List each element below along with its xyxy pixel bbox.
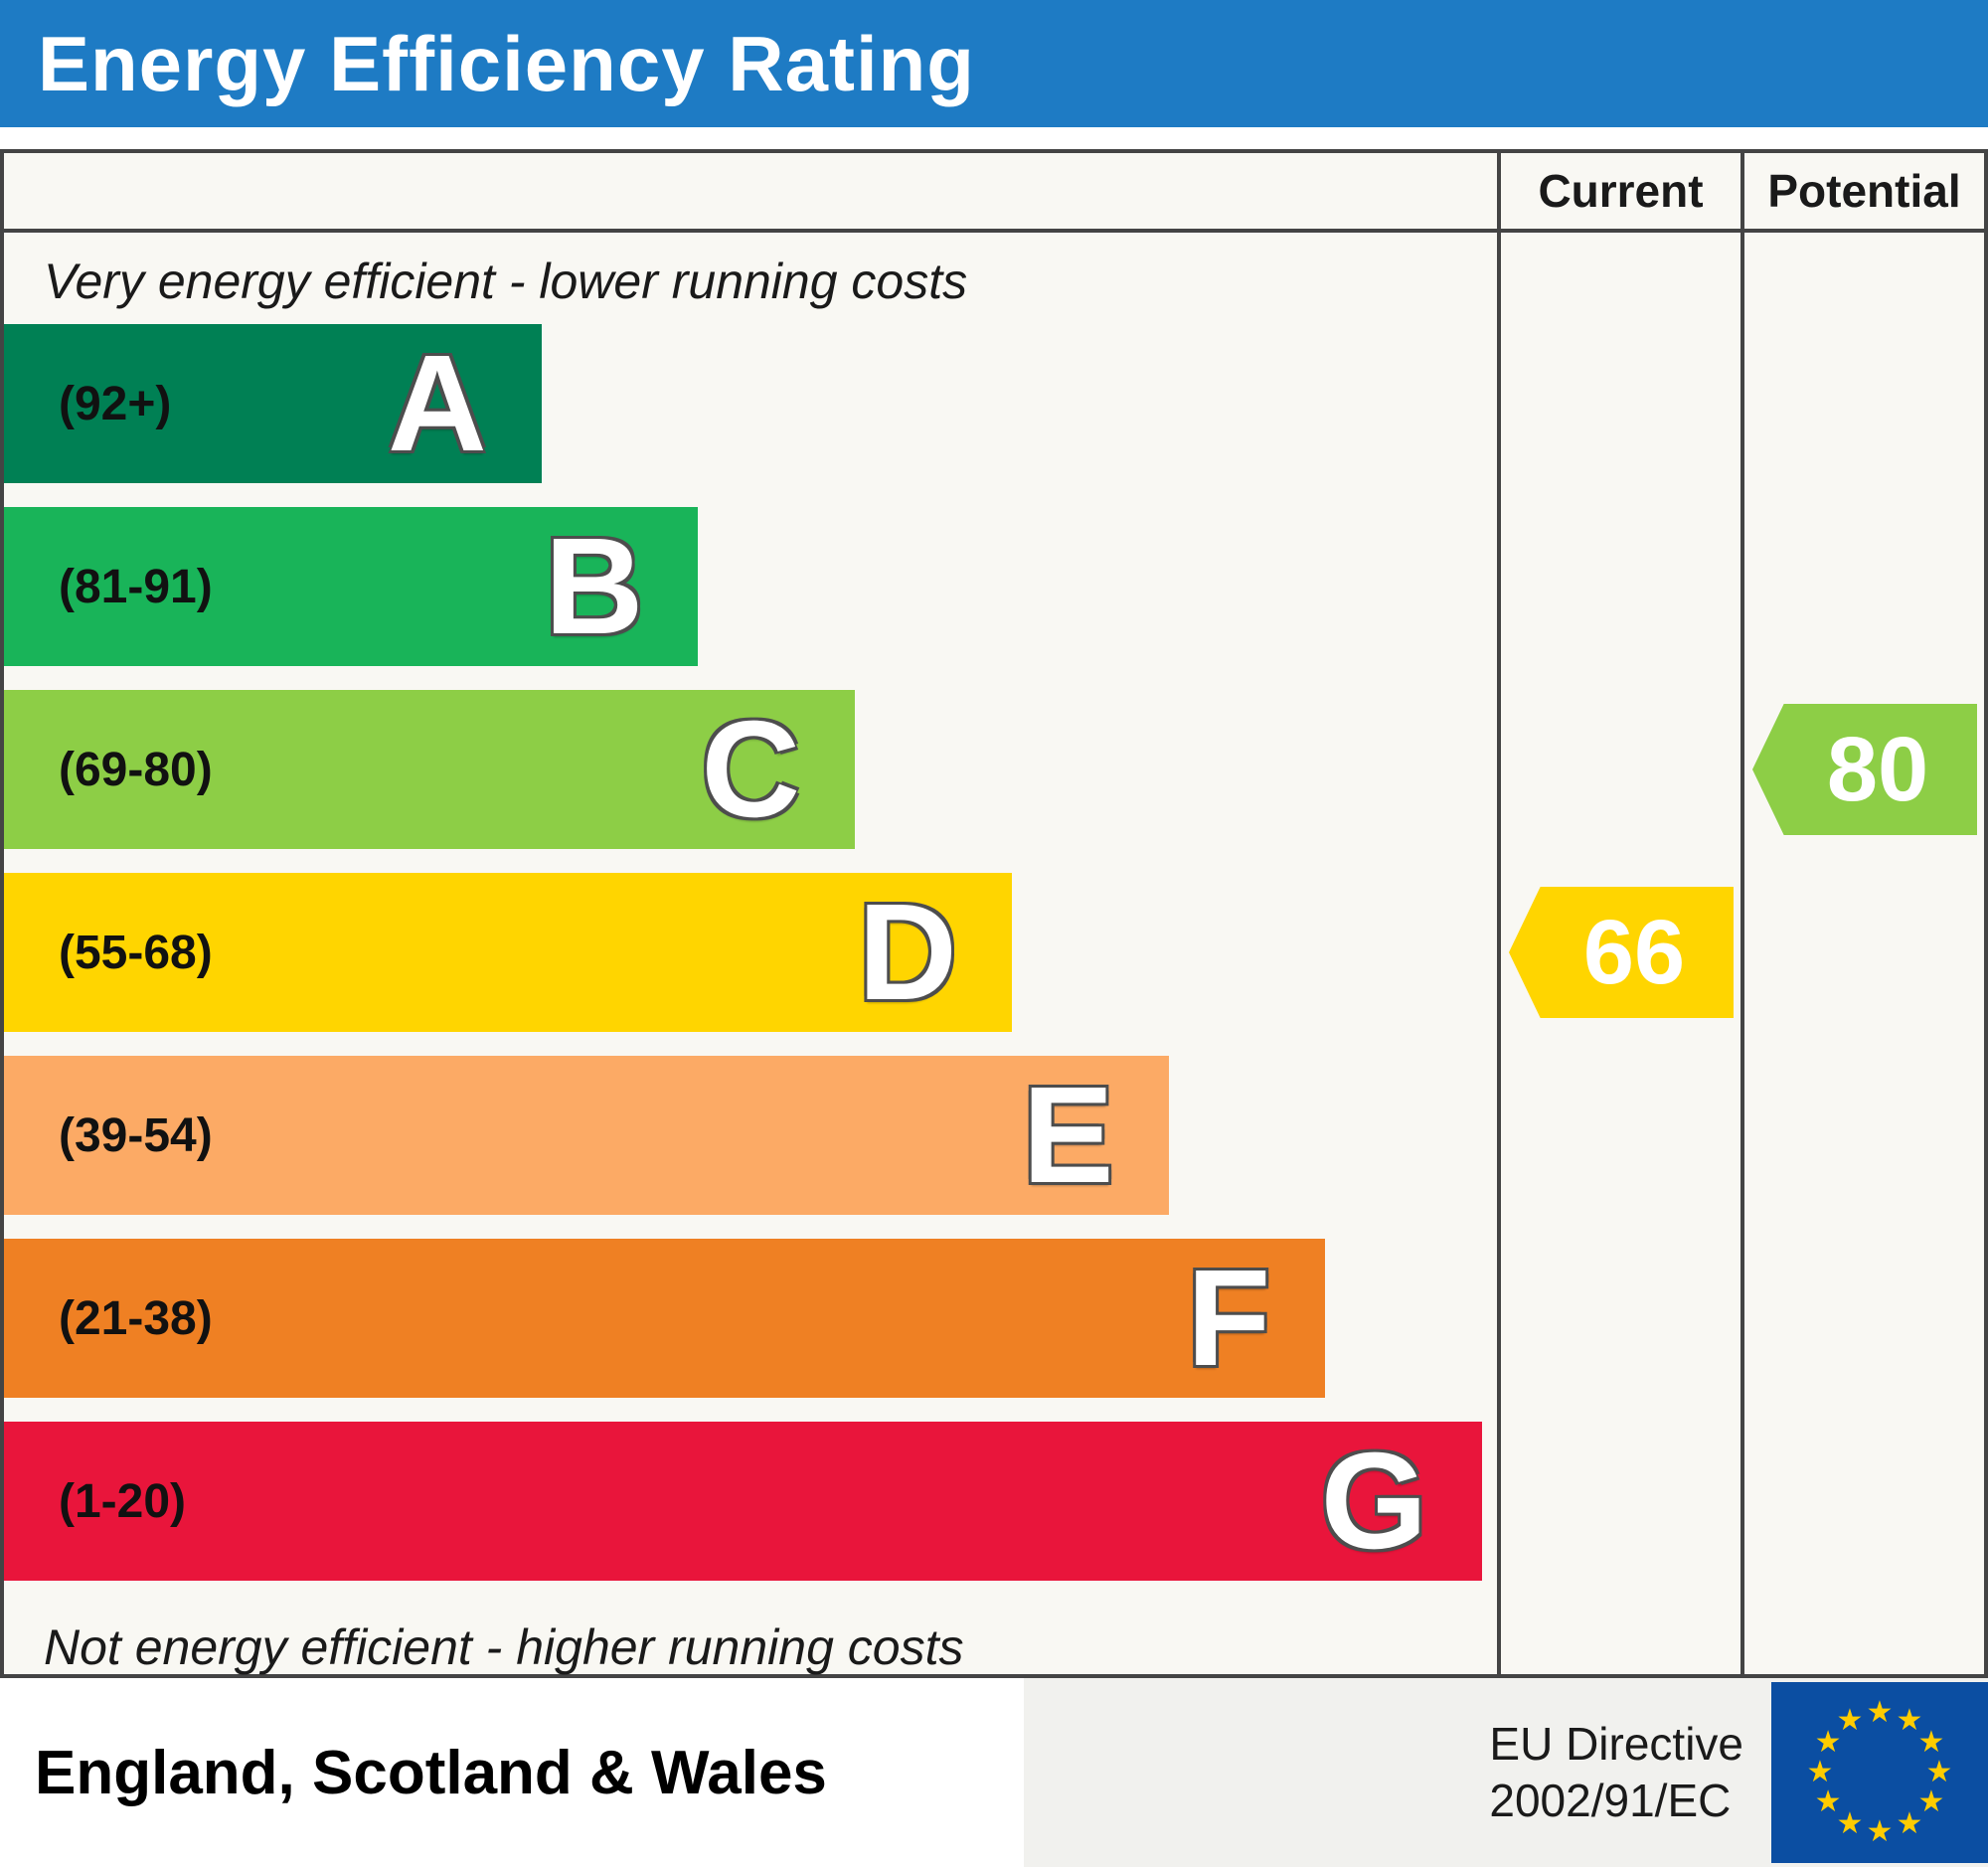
title-bar: Energy Efficiency Rating bbox=[0, 0, 1988, 127]
current-column-header: Current bbox=[1501, 153, 1740, 233]
current-rating-value: 66 bbox=[1582, 901, 1686, 1003]
eu-star-icon: ★ bbox=[1836, 1704, 1864, 1738]
band-letter: C bbox=[701, 693, 801, 846]
rating-bands: (92+) A (81-91) B (69-80) C (55-68) D (39-54) E (2… bbox=[4, 324, 1497, 1605]
footer: England, Scotland & Wales EU Directive 2… bbox=[0, 1678, 1988, 1867]
potential-arrow-area: 80 bbox=[1744, 233, 1984, 1674]
bands-column-header bbox=[4, 153, 1497, 233]
band-row-b: (81-91) B bbox=[4, 507, 699, 666]
band-letter: A bbox=[388, 327, 487, 480]
band-row-d: (55-68) D bbox=[4, 873, 1012, 1032]
eu-star-icon: ★ bbox=[1917, 1726, 1945, 1759]
current-rating-arrow: 66 bbox=[1509, 887, 1734, 1018]
eu-star-icon: ★ bbox=[1814, 1726, 1842, 1759]
band-range-label: (92+) bbox=[59, 377, 172, 430]
band-row-c: (69-80) C bbox=[4, 690, 856, 849]
band-range-label: (55-68) bbox=[59, 926, 213, 979]
band-range-label: (39-54) bbox=[59, 1108, 213, 1162]
potential-rating-value: 80 bbox=[1826, 718, 1929, 820]
potential-column-header: Potential bbox=[1744, 153, 1984, 233]
band-letter: D bbox=[858, 876, 957, 1029]
eu-star-icon: ★ bbox=[1866, 1696, 1894, 1729]
band-letter: E bbox=[1022, 1059, 1114, 1212]
band-range-label: (21-38) bbox=[59, 1291, 213, 1345]
page-title: Energy Efficiency Rating bbox=[38, 19, 975, 107]
band-row-f: (21-38) F bbox=[4, 1239, 1326, 1398]
band-range-label: (69-80) bbox=[59, 743, 213, 796]
footer-right: EU Directive 2002/91/EC ★ ★ ★ ★ ★ ★ ★ ★ ★ ★ ★ ★ bbox=[1024, 1678, 1988, 1867]
band-range-label: (81-91) bbox=[59, 560, 213, 613]
top-note: Very energy efficient - lower running co… bbox=[44, 254, 968, 309]
eu-star-icon: ★ bbox=[1806, 1756, 1834, 1788]
eu-star-icon: ★ bbox=[1814, 1785, 1842, 1818]
band-letter: G bbox=[1320, 1425, 1427, 1578]
eu-star-icon: ★ bbox=[1925, 1756, 1953, 1788]
eu-star-icon: ★ bbox=[1896, 1806, 1923, 1840]
current-column: Current 66 bbox=[1497, 153, 1740, 1674]
current-arrow-area: 66 bbox=[1501, 233, 1740, 1674]
eu-directive-line1: EU Directive bbox=[1489, 1717, 1743, 1770]
band-row-a: (92+) A bbox=[4, 324, 542, 483]
eu-flag-icon: ★ ★ ★ ★ ★ ★ ★ ★ ★ ★ ★ ★ bbox=[1771, 1682, 1988, 1863]
eu-star-icon: ★ bbox=[1917, 1785, 1945, 1818]
band-letter: F bbox=[1186, 1242, 1271, 1395]
bottom-note: Not energy efficient - higher running co… bbox=[44, 1619, 964, 1675]
eu-directive-line2: 2002/91/EC bbox=[1489, 1775, 1732, 1826]
potential-column: Potential 80 bbox=[1740, 153, 1984, 1674]
band-letter: B bbox=[544, 510, 644, 663]
potential-rating-arrow: 80 bbox=[1752, 704, 1977, 835]
energy-rating-chart: Very energy efficient - lower running co… bbox=[0, 149, 1988, 1678]
band-row-e: (39-54) E bbox=[4, 1056, 1169, 1215]
eu-star-icon: ★ bbox=[1896, 1704, 1923, 1738]
bands-column: Very energy efficient - lower running co… bbox=[4, 153, 1497, 1675]
band-range-label: (1-20) bbox=[59, 1474, 187, 1528]
band-row-g: (1-20) G bbox=[4, 1422, 1482, 1581]
bands-area: Very energy efficient - lower running co… bbox=[4, 233, 1497, 1696]
eu-star-icon: ★ bbox=[1836, 1806, 1864, 1840]
eu-directive-label: EU Directive 2002/91/EC bbox=[1489, 1716, 1743, 1830]
region-label: England, Scotland & Wales bbox=[35, 1738, 827, 1807]
eu-star-icon: ★ bbox=[1866, 1815, 1894, 1848]
